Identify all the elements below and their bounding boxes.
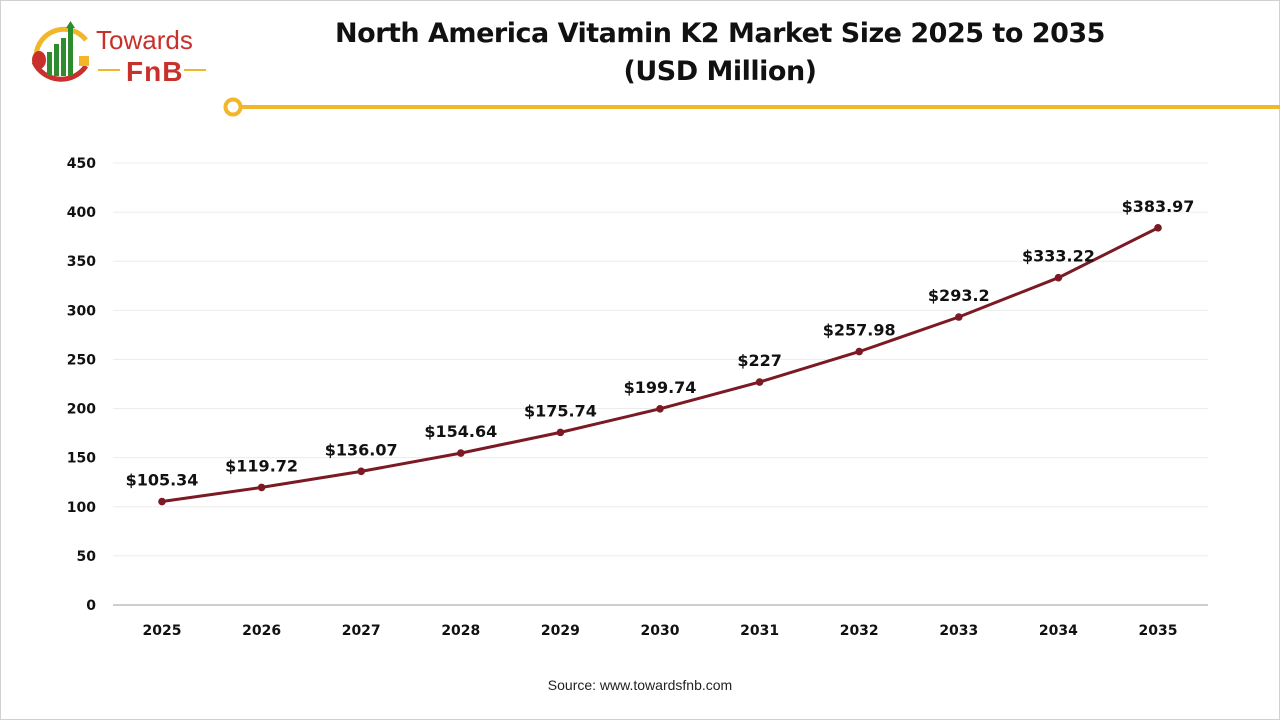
data-point — [755, 378, 764, 386]
logo-text: Towards — [96, 25, 193, 55]
y-tick-label: 450 — [67, 156, 96, 172]
chart-subtitle: (USD Million) — [623, 56, 817, 87]
x-tick-label: 2031 — [740, 623, 779, 639]
data-label: $293.2 — [928, 286, 990, 305]
y-tick-label: 300 — [67, 303, 96, 319]
data-point — [257, 483, 266, 492]
x-tick-label: 2035 — [1139, 623, 1178, 639]
y-tick-label: 400 — [67, 205, 96, 221]
x-tick-label: 2027 — [342, 623, 381, 639]
data-point — [1054, 273, 1063, 282]
chart-title: North America Vitamin K2 Market Size 202… — [335, 18, 1105, 49]
data-label: $136.07 — [325, 440, 398, 459]
data-point — [656, 405, 664, 413]
data-point — [357, 467, 366, 476]
source-note: Source: www.towardsfnb.com — [547, 677, 733, 693]
data-point — [1154, 224, 1162, 232]
y-tick-label: 0 — [86, 598, 96, 614]
series-line — [161, 226, 1159, 504]
y-tick-label: 350 — [67, 254, 96, 270]
x-tick-label: 2033 — [939, 623, 978, 639]
y-tick-label: 200 — [67, 402, 96, 418]
x-tick-label: 2025 — [143, 623, 182, 639]
y-tick-label: 100 — [67, 500, 96, 516]
data-point — [556, 428, 565, 437]
data-point — [158, 497, 166, 506]
data-point — [955, 313, 963, 321]
y-tick-label: 250 — [67, 352, 96, 368]
data-label: $199.74 — [624, 378, 697, 397]
logo-fnb: FnB — [126, 56, 184, 87]
data-label: $175.74 — [524, 401, 597, 420]
data-label: $154.64 — [424, 422, 497, 441]
x-tick-label: 2032 — [840, 623, 879, 639]
x-tick-label: 2028 — [441, 623, 480, 639]
x-tick-label: 2030 — [641, 623, 680, 639]
data-label: $257.98 — [823, 321, 896, 340]
data-label: $383.97 — [1122, 197, 1195, 216]
x-tick-label: 2034 — [1039, 623, 1078, 639]
data-point — [457, 449, 465, 457]
x-tick-label: 2026 — [242, 623, 281, 639]
data-label: $227 — [737, 351, 782, 370]
data-point — [855, 347, 863, 356]
data-label: $105.34 — [126, 471, 199, 490]
y-tick-label: 150 — [67, 451, 96, 467]
data-label: $333.22 — [1022, 247, 1095, 266]
x-tick-label: 2029 — [541, 623, 580, 639]
data-label: $119.72 — [225, 456, 298, 475]
y-tick-label: 50 — [77, 549, 97, 565]
